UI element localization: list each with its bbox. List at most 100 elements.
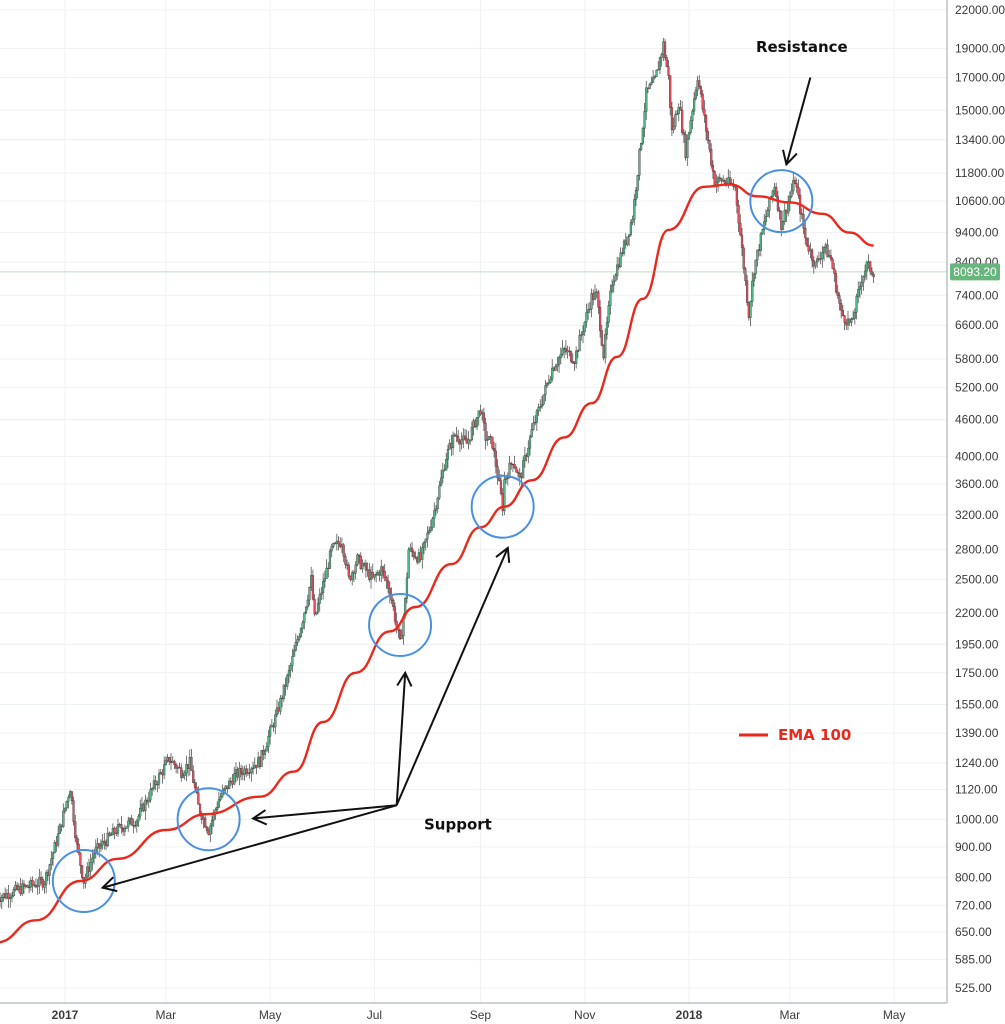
candle-body [178, 766, 181, 769]
candle-body [364, 563, 367, 571]
candle [316, 597, 320, 614]
candle [354, 561, 357, 580]
arrow-shaft [785, 77, 812, 165]
highlight-circle [368, 593, 433, 658]
candle [494, 442, 497, 474]
candle-body [546, 382, 549, 386]
candle [470, 421, 473, 442]
time-axis: 2017 Mar May Jul Sep Nov 2018 Mar May [52, 1008, 906, 1022]
candle-body [62, 810, 65, 827]
y-tick-label: 19000.00 [955, 41, 1005, 55]
candle-body [527, 447, 530, 457]
candle-body [106, 832, 109, 847]
candle-body [843, 315, 846, 323]
candle-body [292, 650, 296, 657]
candle [569, 350, 573, 363]
arrow-head [396, 670, 413, 687]
candle [387, 574, 390, 594]
candle-body [222, 788, 226, 791]
candle-body [267, 736, 270, 747]
candle-body [296, 639, 299, 643]
candle [571, 353, 574, 365]
candle-body [804, 227, 807, 239]
candle [631, 215, 634, 226]
candle-body [332, 543, 335, 547]
ema-100-line [0, 183, 874, 944]
candle [315, 611, 318, 616]
candle [67, 794, 70, 809]
candle [296, 635, 299, 646]
candle [422, 541, 426, 555]
candle [325, 559, 328, 579]
candle-body [45, 872, 48, 885]
candle [704, 113, 708, 141]
candle-body [739, 222, 742, 236]
candle-body [826, 244, 829, 258]
candle [144, 794, 147, 820]
candle [318, 588, 321, 612]
candle-body [711, 165, 715, 172]
candle-body [612, 280, 615, 286]
y-tick-label: 17000.00 [955, 71, 1005, 85]
candle [125, 826, 128, 830]
candle [626, 236, 629, 247]
candle [412, 549, 415, 561]
candle [322, 573, 325, 600]
candle [819, 251, 822, 265]
candle [110, 832, 113, 836]
candle-body [48, 864, 51, 876]
candle-body [135, 820, 138, 826]
candle [872, 271, 875, 284]
candle-body [699, 86, 703, 95]
candle [53, 839, 56, 854]
y-tick-label: 650.00 [955, 925, 992, 939]
candle [687, 131, 691, 140]
candle-body [239, 768, 243, 774]
y-tick-label: 11800.00 [955, 166, 1004, 180]
candle [826, 239, 829, 258]
candle-body [853, 312, 856, 319]
candle-body [689, 120, 692, 133]
arrow-shaft [395, 547, 509, 806]
candle-body [665, 57, 668, 67]
candle [209, 823, 212, 843]
candle [530, 422, 533, 438]
candle [778, 207, 781, 220]
candle-body [838, 295, 841, 304]
candle-body [70, 791, 73, 801]
y-tick-label: 1750.00 [955, 666, 999, 680]
time-axis-background [0, 1003, 1005, 1024]
candle-body [704, 115, 708, 132]
candle [764, 209, 768, 226]
y-tick-label: 2200.00 [955, 606, 999, 620]
candle [139, 799, 142, 820]
candle-body [103, 840, 106, 844]
candle [599, 300, 602, 338]
candle-body [433, 510, 436, 519]
candle [629, 219, 632, 237]
x-tick-label: May [883, 1008, 906, 1022]
support-arrow [395, 670, 413, 806]
candle [330, 543, 333, 558]
candle [640, 142, 643, 152]
candle-body [593, 292, 597, 300]
candle-body [604, 334, 607, 359]
candle-body [516, 472, 520, 474]
candle [421, 543, 424, 569]
price-axis-background [947, 0, 1005, 1024]
candle-body [701, 93, 704, 110]
candle [708, 139, 711, 153]
y-tick-label: 4600.00 [955, 413, 999, 427]
candle-body [429, 527, 432, 531]
support-arrow [100, 804, 397, 893]
candle-body [863, 270, 867, 277]
candle-body [65, 801, 68, 809]
candle-body [470, 427, 473, 441]
candle [694, 87, 697, 101]
candle [424, 538, 427, 551]
candle [766, 207, 769, 217]
candle-body [127, 820, 130, 827]
candle-body [149, 789, 152, 801]
last-price-value: 8093.20 [953, 265, 997, 279]
x-tick-label: Sep [470, 1008, 492, 1022]
